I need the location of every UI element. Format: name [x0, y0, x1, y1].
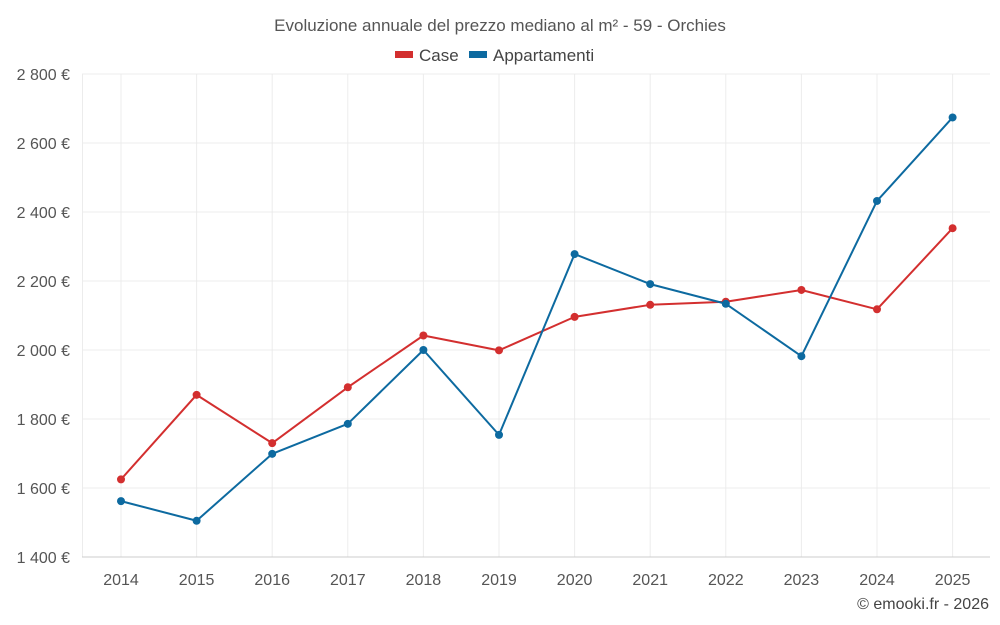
x-tick-label: 2014 — [103, 572, 139, 589]
y-tick-label: 1 600 € — [17, 481, 70, 498]
legend-label-case: Case — [419, 46, 459, 65]
data-point-appartamenti[interactable] — [117, 497, 125, 506]
y-tick-label: 1 400 € — [17, 550, 70, 567]
data-point-case[interactable] — [873, 305, 881, 314]
y-tick-label: 2 400 € — [17, 205, 70, 222]
series-line-case — [120, 227, 954, 481]
legend-label-appartamenti: Appartamenti — [493, 46, 594, 65]
legend-swatch-case — [395, 51, 413, 58]
legend-swatch-appartamenti — [469, 51, 487, 58]
x-tick-label: 2023 — [784, 572, 820, 589]
x-tick-label: 2015 — [179, 572, 215, 589]
x-tick-label: 2025 — [935, 572, 971, 589]
data-point-case[interactable] — [948, 224, 957, 233]
y-tick-label: 1 800 € — [17, 412, 70, 429]
data-point-appartamenti[interactable] — [721, 299, 730, 308]
x-tick-label: 2024 — [859, 572, 895, 589]
data-point-case[interactable] — [192, 390, 201, 399]
x-tick-label: 2021 — [632, 572, 668, 589]
legend-item-case[interactable]: Case — [395, 46, 459, 65]
series-layer — [117, 113, 957, 525]
x-tick-label: 2020 — [557, 572, 593, 589]
series-case — [117, 224, 957, 484]
data-point-appartamenti[interactable] — [495, 430, 503, 439]
x-tick-label: 2019 — [481, 572, 517, 589]
y-axis-labels: 1 400 € 1 600 € 1 800 € 2 000 € 2 200 € 2 400… — [17, 67, 70, 567]
data-point-appartamenti[interactable] — [343, 419, 352, 428]
x-tick-label: 2018 — [406, 572, 442, 589]
y-tick-label: 2 000 € — [17, 343, 70, 360]
y-gridlines — [82, 73, 990, 489]
data-point-case[interactable] — [419, 331, 428, 340]
x-axis-labels: 2014 2015 2016 2017 2018 2019 2020 2021 2022 2023… — [103, 572, 970, 589]
x-tick-label: 2016 — [254, 572, 290, 589]
data-point-appartamenti[interactable] — [873, 196, 881, 205]
data-point-appartamenti[interactable] — [948, 113, 957, 122]
credit-text: © emooki.fr - 2026 — [857, 596, 989, 613]
data-point-case[interactable] — [117, 475, 125, 484]
y-tick-label: 2 600 € — [17, 136, 70, 153]
y-tick-label: 2 200 € — [17, 274, 70, 291]
legend-item-appartamenti[interactable]: Appartamenti — [469, 46, 594, 65]
data-point-appartamenti[interactable] — [570, 250, 579, 259]
series-line-appartamenti — [120, 116, 954, 522]
data-point-case[interactable] — [343, 383, 352, 392]
legend: Case Appartamenti — [395, 46, 594, 65]
data-point-case[interactable] — [570, 312, 579, 321]
data-point-case[interactable] — [495, 346, 503, 355]
data-point-appartamenti[interactable] — [268, 449, 277, 458]
data-point-appartamenti[interactable] — [797, 352, 806, 361]
data-point-appartamenti[interactable] — [192, 516, 201, 525]
series-appartamenti — [117, 113, 957, 525]
x-tick-label: 2017 — [330, 572, 366, 589]
data-point-case[interactable] — [268, 439, 277, 448]
y-tick-label: 2 800 € — [17, 67, 70, 84]
data-point-case[interactable] — [797, 285, 806, 294]
x-tick-label: 2022 — [708, 572, 744, 589]
data-point-case[interactable] — [646, 300, 655, 309]
x-gridlines — [82, 74, 954, 557]
data-point-appartamenti[interactable] — [419, 346, 428, 354]
chart-title: Evoluzione annuale del prezzo mediano al… — [274, 16, 726, 35]
data-point-appartamenti[interactable] — [646, 280, 655, 289]
